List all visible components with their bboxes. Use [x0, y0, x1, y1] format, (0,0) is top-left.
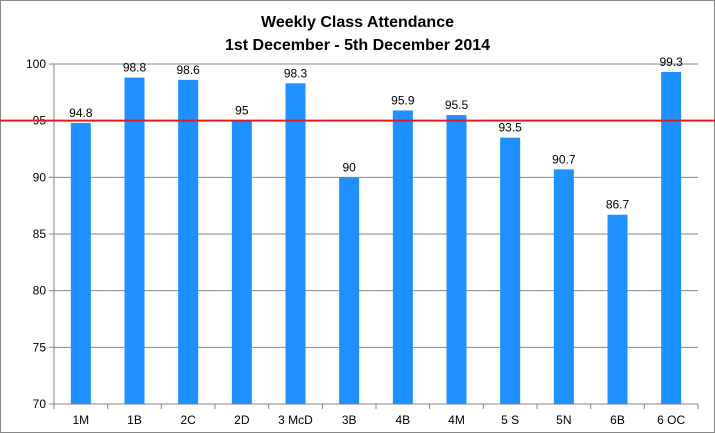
y-tick-label: 70 — [33, 397, 47, 411]
bar — [392, 110, 413, 404]
x-tick-label: 4B — [395, 413, 410, 427]
data-label: 98.3 — [284, 66, 308, 80]
data-label: 94.8 — [69, 106, 93, 120]
chart-subtitle: 1st December - 5th December 2014 — [224, 37, 491, 54]
bar — [178, 79, 199, 404]
bar — [661, 71, 682, 404]
bar — [607, 214, 628, 404]
x-tick-label: 2D — [234, 413, 250, 427]
bar — [553, 169, 574, 404]
x-tick-label: 1B — [127, 413, 142, 427]
data-label: 98.8 — [123, 61, 147, 75]
bar — [500, 137, 521, 404]
bar — [339, 177, 360, 404]
bar — [285, 83, 306, 405]
x-tick-label: 4M — [448, 413, 465, 427]
y-tick-label: 90 — [33, 170, 47, 184]
y-tick-label: 100 — [26, 57, 46, 71]
data-label: 99.3 — [659, 55, 683, 69]
bar — [231, 120, 252, 405]
data-label: 90 — [342, 160, 356, 174]
chart-title: Weekly Class Attendance — [261, 14, 454, 31]
data-label: 95.5 — [445, 98, 469, 112]
x-tick-label: 2C — [180, 413, 196, 427]
x-tick-label: 5 S — [501, 413, 519, 427]
bar — [446, 115, 467, 404]
x-tick-label: 1M — [72, 413, 89, 427]
bar — [124, 77, 145, 404]
x-tick-label: 5N — [556, 413, 571, 427]
data-label: 95.9 — [391, 93, 415, 107]
x-tick-label: 3B — [342, 413, 357, 427]
x-tick-label: 6B — [610, 413, 625, 427]
x-tick-label: 6 OC — [657, 413, 685, 427]
data-label: 86.7 — [606, 198, 630, 212]
y-tick-label: 75 — [33, 340, 47, 354]
bar — [70, 122, 91, 404]
data-label: 95 — [235, 104, 249, 118]
x-tick-label: 3 McD — [278, 413, 313, 427]
y-tick-label: 85 — [33, 227, 47, 241]
data-label: 93.5 — [498, 121, 522, 135]
data-label: 98.6 — [176, 63, 200, 77]
data-label: 90.7 — [552, 152, 576, 166]
y-tick-label: 80 — [33, 284, 47, 298]
